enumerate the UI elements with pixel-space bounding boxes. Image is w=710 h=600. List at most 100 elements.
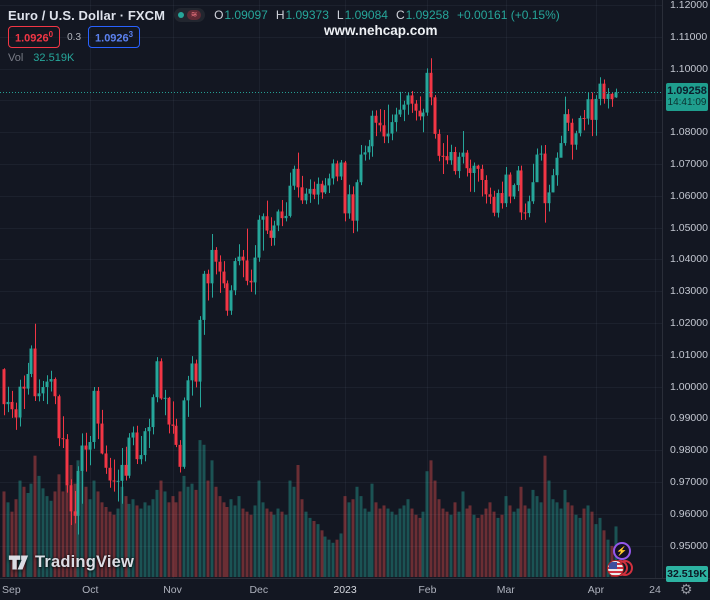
price-axis-label: 1.11000 <box>670 30 708 43</box>
close-value: 1.09258 <box>405 8 450 22</box>
candle-body <box>296 168 300 188</box>
candle-body <box>504 174 508 204</box>
price-axis-label: 1.01000 <box>670 348 708 361</box>
candle-body <box>22 386 26 389</box>
gear-settings-icon[interactable]: ⚙ <box>680 581 693 597</box>
volume-bar <box>265 508 269 577</box>
volume-bar <box>112 514 116 577</box>
volume-bar <box>284 514 288 577</box>
candle-body <box>445 156 449 161</box>
volume-bar <box>22 486 26 577</box>
volume-bar <box>445 511 449 577</box>
volume-bar <box>257 480 261 577</box>
candle-body <box>159 361 163 399</box>
volume-bar <box>57 474 61 577</box>
candle-body <box>284 215 288 219</box>
volume-bar <box>151 499 155 577</box>
volume-bar <box>116 508 120 577</box>
candle-body <box>225 283 229 311</box>
high-value: 1.09373 <box>285 8 329 22</box>
candle-body <box>237 256 241 262</box>
candle-body <box>257 219 261 258</box>
volume-label: Vol <box>8 52 24 64</box>
volume-bar <box>386 508 390 577</box>
volume-bar <box>261 502 265 577</box>
time-axis-label-24: 24 <box>649 584 661 596</box>
candle-body <box>292 168 296 186</box>
price-axis-label: 1.06000 <box>670 189 708 202</box>
price-axis-label: 1.05000 <box>670 221 708 234</box>
volume-bar <box>582 508 586 577</box>
volume-bar <box>461 491 465 577</box>
market-open-dot-icon <box>178 12 185 18</box>
candle-body <box>465 152 469 169</box>
high-label: H <box>275 8 285 22</box>
volume-bar <box>53 491 57 577</box>
candle-body <box>135 432 139 460</box>
candle-body <box>167 397 171 425</box>
volume-bar <box>406 499 410 577</box>
time-axis-label-dec: Dec <box>249 584 269 596</box>
volume-bar <box>468 505 472 577</box>
volume-bar <box>539 502 543 577</box>
candle-body <box>100 423 104 454</box>
market-wave-icon: ≋ <box>187 10 202 20</box>
volume-bar <box>18 480 22 577</box>
candle-body <box>229 290 233 311</box>
volume-bar <box>370 483 374 577</box>
volume-bar <box>135 505 139 577</box>
candle-body <box>194 363 198 382</box>
candle-body <box>378 122 382 126</box>
volume-bar <box>488 502 492 577</box>
candle-body <box>519 170 523 213</box>
symbol-title[interactable]: Euro / U.S. Dollar · FXCM <box>8 7 166 23</box>
candle-body <box>574 133 578 145</box>
volume-bar <box>398 508 402 577</box>
volume-bar <box>124 496 128 577</box>
volume-indicator-legend[interactable]: Vol 32.519K <box>8 52 560 64</box>
volume-bar <box>276 508 280 577</box>
price-axis[interactable]: 1.12000 1.11000 1.10000 1.08000 1.07000 1.060… <box>662 0 710 578</box>
price-axis-label: 0.97000 <box>670 476 708 489</box>
candle-body <box>421 112 425 117</box>
volume-bar <box>453 502 457 577</box>
candle-body <box>45 381 49 388</box>
volume-bar <box>598 517 602 577</box>
candle-body <box>6 401 10 405</box>
volume-bar <box>339 533 343 577</box>
candle-body <box>449 152 453 161</box>
volume-bar <box>559 508 563 577</box>
time-axis[interactable]: Sep Oct Nov Dec 2023 Feb Mar Apr 24 <box>0 578 710 600</box>
us-economic-event-icon[interactable] <box>607 560 635 577</box>
candle-body <box>547 192 551 204</box>
volume-bar <box>300 499 304 577</box>
candle-body <box>606 93 610 99</box>
volume-bar <box>402 505 406 577</box>
volume-bar <box>37 475 41 577</box>
volume-bar <box>198 440 202 577</box>
market-status-toggle[interactable]: ≋ <box>174 8 206 22</box>
volume-bar <box>320 530 324 577</box>
volume-bar <box>512 511 516 577</box>
open-value: 1.09097 <box>224 8 268 22</box>
candle-body <box>472 165 476 173</box>
volume-bar <box>496 517 500 577</box>
volume-bar <box>527 508 531 577</box>
candle-body <box>151 397 155 428</box>
candle-body <box>523 212 527 214</box>
volume-bar <box>602 530 606 577</box>
buy-ask-button[interactable]: 1.09263 <box>88 25 141 49</box>
volume-bar <box>425 471 429 577</box>
candle-body <box>355 182 359 221</box>
lightning-event-icon[interactable]: ⚡ <box>613 542 631 560</box>
low-value: 1.09084 <box>344 8 388 22</box>
candle-body <box>335 163 339 177</box>
candle-body <box>394 114 398 123</box>
volume-bar <box>335 539 339 577</box>
candle-body <box>461 152 465 157</box>
tradingview-logo[interactable]: TradingView <box>8 552 134 573</box>
candle-body <box>245 260 249 281</box>
candle-body <box>288 185 292 216</box>
sell-bid-button[interactable]: 1.09260 <box>8 25 61 49</box>
